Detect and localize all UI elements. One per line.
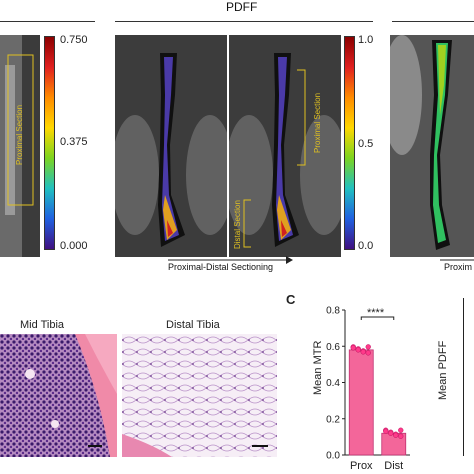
mid-tibia-histology (0, 334, 117, 457)
proximal-section-label: Proximal Section (313, 92, 322, 153)
header-rule-left (0, 21, 95, 22)
mid-tibia-label: Mid Tibia (20, 319, 65, 331)
distal-section-label: Distal Section (233, 200, 242, 249)
pdff-image-1 (115, 35, 227, 257)
pdff-tick-mid: 0.5 (358, 138, 374, 150)
y-tick-label: 0.0 (326, 451, 340, 462)
data-point (383, 428, 389, 434)
header-rule-pdff (115, 21, 373, 22)
data-point (355, 347, 361, 353)
mtr-tick-mid: 0.375 (60, 136, 88, 148)
y-tick-label: 0.4 (326, 378, 340, 389)
data-point (365, 350, 371, 356)
distal-tibia-image (122, 334, 277, 457)
right-image-panel (390, 35, 474, 257)
data-point (398, 433, 404, 439)
x-tick-label: Prox (350, 460, 373, 472)
header-rule-right (392, 21, 474, 22)
pdff-colorbar (344, 36, 355, 250)
mtr-colorbar (44, 36, 55, 250)
mtr-image-panel: Proximal Section (0, 35, 40, 257)
sectioning-label: Proximal-Distal Sectioning (168, 262, 274, 272)
pdff-image-panel-1 (115, 35, 227, 257)
distal-tibia-label: Distal Tibia (166, 319, 220, 331)
data-point (398, 427, 404, 433)
pdff-tick-top: 1.0 (358, 34, 374, 46)
proximal-label-right: Proxim (444, 262, 473, 272)
data-point (365, 344, 371, 350)
pdff-tick-bottom: 0.0 (358, 240, 374, 252)
y-tick-label: 0.2 (326, 414, 340, 425)
mtr-tick-top: 0.750 (60, 34, 88, 46)
significance-bracket (360, 316, 395, 320)
data-point (350, 345, 356, 351)
data-point (393, 432, 399, 438)
mean-mtr-bar-chart: 0.0 0.2 0.4 0.6 0.8 Prox Dist (326, 306, 410, 472)
mtr-image (0, 35, 40, 257)
y-tick-label: 0.8 (326, 306, 340, 317)
panel-d-ylabel: Mean PDFF (437, 340, 449, 400)
pdff-header: PDFF (226, 0, 258, 14)
x-tick-label: Dist (384, 460, 403, 472)
mtr-tick-bottom: 0.000 (60, 240, 88, 252)
y-tick-label: 0.6 (326, 342, 340, 353)
right-image (390, 35, 474, 257)
pdff-image-2 (229, 35, 341, 257)
proximal-arrow-right (440, 259, 474, 261)
mid-tibia-image (0, 334, 117, 457)
panel-d-axis (463, 298, 464, 456)
bar (348, 349, 374, 456)
proximal-section-label-left: Proximal Section (15, 104, 24, 165)
sectioning-arrow (168, 256, 293, 264)
pdff-image-panel-2: Proximal Section Distal Section (229, 35, 341, 257)
panel-c-letter: C (286, 292, 296, 307)
data-point (360, 349, 366, 355)
significance-stars: **** (367, 307, 385, 319)
data-point (388, 430, 394, 436)
distal-tibia-histology (122, 334, 277, 457)
